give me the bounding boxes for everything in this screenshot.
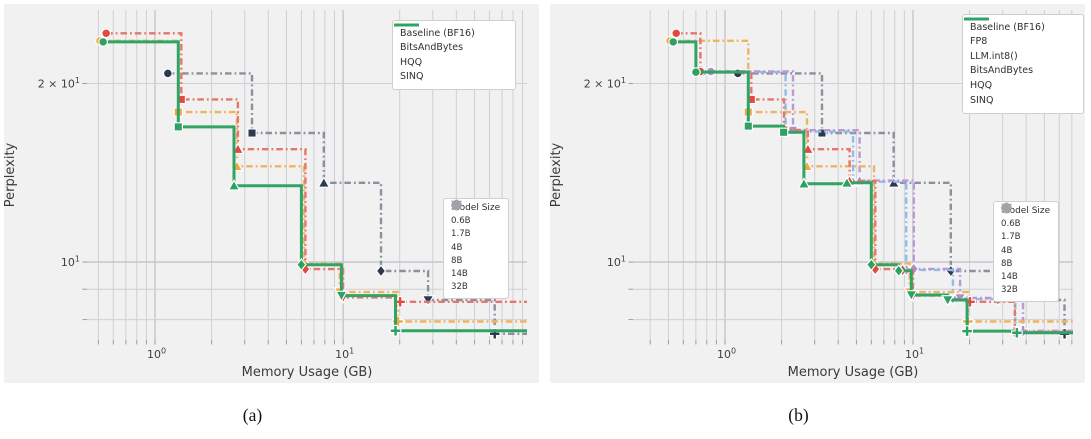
- square-marker: [778, 127, 789, 137]
- circle-marker: [162, 68, 173, 79]
- series-line: [710, 70, 1073, 332]
- legend-label: Baseline (BF16): [970, 21, 1045, 33]
- model-size-entry: 4B: [451, 199, 501, 254]
- plus-marker: [451, 199, 462, 211]
- model-size-entry: 0.6B: [1001, 203, 1051, 231]
- model-size-label: 0.6B: [1001, 219, 1021, 230]
- plus-marker: [392, 315, 404, 328]
- plus-marker-icon: [1001, 202, 1012, 214]
- model-size-entry: 14B: [1001, 203, 1051, 284]
- legend-label: Baseline (BF16): [400, 27, 475, 39]
- legend-label: LLM.int8(): [970, 50, 1018, 62]
- legend-label: SINQ: [970, 94, 994, 106]
- legend-label: FP8: [970, 36, 988, 48]
- legend-line-sample: [964, 17, 989, 21]
- plus-marker-icon: [451, 199, 462, 211]
- x-axis-label: Memory Usage (GB): [242, 365, 373, 380]
- plus-marker: [961, 325, 973, 337]
- legend-entry: HQQ: [394, 23, 507, 70]
- model-size-entry: 1.7B: [1001, 203, 1051, 244]
- triangle-down-marker: [421, 295, 435, 307]
- tick-label: 2 × 101: [584, 76, 626, 91]
- legend-entry: HQQ: [964, 17, 1075, 93]
- triangle-down-marker: [335, 290, 348, 303]
- circle-marker: [98, 37, 109, 47]
- model-size-entry: 32B: [451, 199, 501, 294]
- circle-marker: [668, 37, 679, 47]
- triangle-up-marker: [840, 176, 854, 188]
- circle-marker: [671, 28, 682, 39]
- model-size-label: 32B: [451, 282, 468, 293]
- model-size-entry: 8B: [1001, 202, 1051, 271]
- circle-marker: [101, 28, 112, 39]
- plus-marker: [389, 324, 402, 337]
- legend-entry: BitsAndBytes: [394, 23, 507, 56]
- diamond-marker: [893, 264, 904, 278]
- model-size-label: 32B: [1001, 285, 1018, 296]
- model-size-label: 4B: [1001, 245, 1013, 256]
- legend-line-sample: [394, 23, 419, 27]
- legend-entry: SINQ: [964, 17, 1075, 108]
- triangle-down-marker: [904, 290, 918, 302]
- legend-entry: FP8: [964, 17, 1075, 50]
- square-marker: [173, 122, 183, 132]
- plus-marker: [1010, 326, 1023, 339]
- series-line: [737, 72, 1073, 335]
- legend-entry: BitsAndBytes: [964, 17, 1075, 79]
- legend-label: HQQ: [400, 56, 423, 68]
- triangle-up-marker: [317, 176, 331, 188]
- y-axis-label: Perplexity: [549, 142, 564, 207]
- triangle-up-marker: [797, 177, 811, 189]
- triangle-up-marker: [227, 179, 241, 191]
- square-marker: [817, 128, 827, 138]
- model-size-entry: 1.7B: [451, 200, 501, 241]
- series-line: [103, 40, 527, 333]
- model-size-label: 14B: [451, 269, 468, 280]
- model-size-label: 1.7B: [1001, 232, 1021, 243]
- series-line: [673, 40, 1073, 335]
- square-marker: [743, 121, 753, 131]
- y-axis-label: Perplexity: [3, 142, 18, 207]
- model-size-label: 8B: [451, 255, 463, 266]
- caption-a: (a): [242, 405, 263, 425]
- model-size-legend: Model Size 0.6B 1.7B 4B 8B 14B 32B: [993, 201, 1059, 303]
- model-size-label: 4B: [451, 242, 463, 253]
- model-size-label: 1.7B: [451, 229, 471, 240]
- legend-label: SINQ: [400, 71, 424, 83]
- model-size-entry: 32B: [1001, 202, 1051, 297]
- method-legend: Baseline (BF16) BitsAndBytes HQQ SINQ: [392, 20, 516, 91]
- triangle-down-marker: [941, 295, 955, 307]
- legend-entry: LLM.int8(): [964, 17, 1075, 64]
- legend-label: HQQ: [970, 79, 993, 91]
- plus-marker: [1001, 202, 1012, 214]
- chart-panel-b: 100 101 101 2 × 101 Memory Usage (GB) Perplex…: [546, 0, 1091, 392]
- model-size-legend-title: Model Size: [451, 203, 501, 213]
- model-size-legend-title: Model Size: [1001, 206, 1051, 216]
- model-size-legend: Model Size 0.6B 1.7B 4B 8B 14B 32B: [443, 198, 509, 300]
- diamond-marker: [296, 258, 307, 272]
- model-size-entry: 14B: [451, 200, 501, 281]
- chart-panel-a: 100 101 101 2 × 101 Memory Usage (GB) Perplex…: [0, 0, 545, 392]
- caption-b: (b): [788, 405, 809, 425]
- x-axis-label: Memory Usage (GB): [788, 365, 919, 380]
- model-size-label: 14B: [1001, 272, 1018, 283]
- circle-marker: [691, 67, 701, 78]
- square-marker: [247, 128, 257, 138]
- model-size-entry: 4B: [1001, 202, 1051, 257]
- method-legend: Baseline (BF16) FP8 LLM.int8() BitsAndBytes…: [962, 14, 1084, 114]
- model-size-label: 0.6B: [451, 216, 471, 227]
- model-size-label: 8B: [1001, 258, 1013, 269]
- legend-entry: SINQ: [394, 23, 507, 85]
- diamond-marker: [375, 264, 387, 278]
- legend-label: BitsAndBytes: [970, 65, 1034, 77]
- legend-label: BitsAndBytes: [400, 42, 464, 54]
- series-line: [167, 72, 527, 335]
- diamond-marker: [866, 258, 877, 272]
- model-size-entry: 8B: [451, 199, 501, 268]
- model-size-entry: 0.6B: [451, 200, 501, 228]
- tick-label: 2 × 101: [38, 76, 80, 91]
- series-line: [702, 70, 1073, 334]
